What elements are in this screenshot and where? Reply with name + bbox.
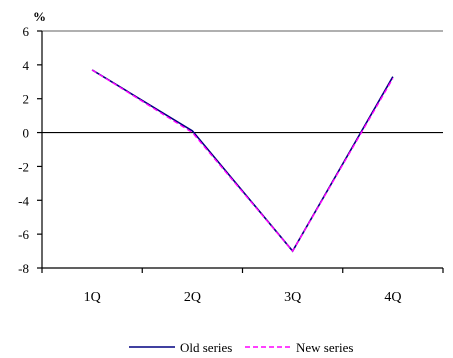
y-tick-label: 0: [23, 126, 30, 141]
legend: Old series New series: [129, 340, 353, 355]
series-line-2: [91, 69, 394, 253]
x-tick-label: 3Q: [284, 290, 301, 305]
x-tick-label: 4Q: [384, 290, 401, 305]
y-axis-unit-label: %: [33, 9, 46, 24]
y-tick-label: -8: [18, 261, 29, 276]
legend-label: Old series: [180, 340, 232, 355]
series-line-1: [91, 69, 394, 253]
legend-label: New series: [296, 340, 353, 355]
y-tick-label: -6: [18, 227, 29, 242]
x-axis: 1Q 2Q 3Q 4Q: [41, 267, 444, 305]
y-axis: 6 4 2 0 -2 -4 -6 -8: [18, 24, 443, 276]
y-tick-label: 6: [23, 24, 30, 39]
y-tick-label: 4: [23, 58, 30, 73]
y-tick-label: -4: [18, 193, 29, 208]
x-tick-label: 2Q: [184, 290, 201, 305]
y-tick-label: 2: [23, 92, 30, 107]
x-tick-label: 1Q: [84, 290, 101, 305]
series-lines: [91, 69, 394, 253]
y-tick-label: -2: [18, 159, 29, 174]
